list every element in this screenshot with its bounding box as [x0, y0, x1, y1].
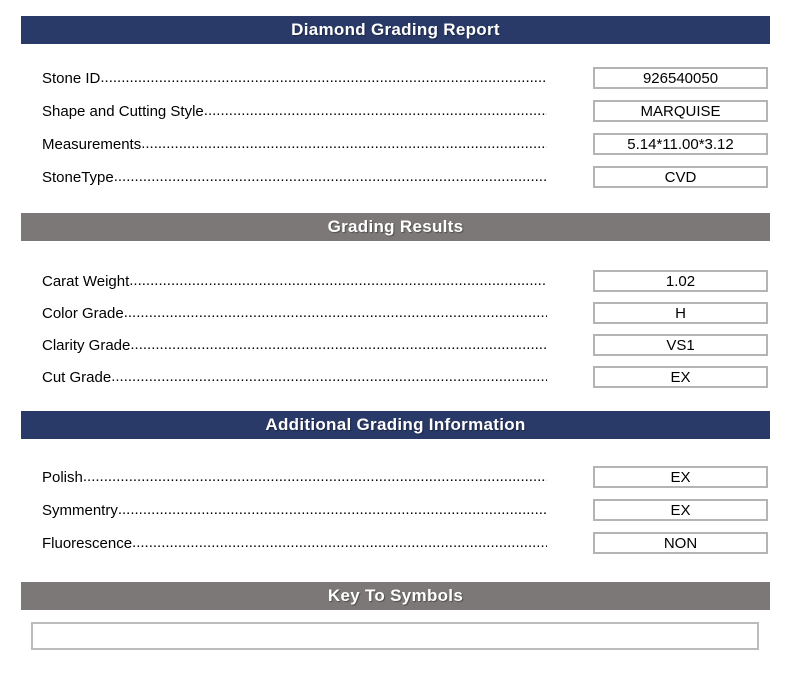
section-header-diamond-grading-report: Diamond Grading Report	[21, 16, 770, 44]
dot-leader	[114, 166, 547, 188]
stone-type-value[interactable]: CVD	[593, 166, 768, 188]
symmetry-label: Symmentry	[42, 501, 118, 519]
row-stone-id: Stone ID 926540050	[42, 67, 770, 89]
section-title-key-to-symbols: Key To Symbols	[327, 586, 464, 605]
section-header-grading-results: Grading Results	[21, 213, 770, 241]
shape-cutting-style-value[interactable]: MARQUISE	[593, 100, 768, 122]
section-header-key-to-symbols: Key To Symbols	[21, 582, 770, 610]
row-measurements: Measurements 5.14*11.00*3.12	[42, 133, 770, 155]
fluorescence-value[interactable]: NON	[593, 532, 768, 554]
symmetry-value[interactable]: EX	[593, 499, 768, 521]
stone-id-label: Stone ID	[42, 69, 101, 87]
clarity-grade-label: Clarity Grade	[42, 336, 131, 354]
dot-leader	[124, 302, 547, 324]
dot-leader	[118, 499, 547, 521]
row-clarity-grade: Clarity Grade VS1	[42, 334, 770, 356]
dot-leader	[100, 67, 547, 89]
color-grade-label: Color Grade	[42, 304, 124, 322]
diamond-grading-report-page: Diamond Grading Report Stone ID 92654005…	[0, 0, 789, 650]
cut-grade-label: Cut Grade	[42, 368, 112, 386]
row-shape-cutting-style: Shape and Cutting Style MARQUISE	[42, 100, 770, 122]
measurements-label: Measurements	[42, 135, 142, 153]
dot-leader	[129, 270, 547, 292]
measurements-value[interactable]: 5.14*11.00*3.12	[593, 133, 768, 155]
stone-type-label: StoneType	[42, 168, 114, 186]
dot-leader	[141, 133, 547, 155]
identification-section: Stone ID 926540050 Shape and Cutting Sty…	[21, 44, 770, 188]
row-cut-grade: Cut Grade EX	[42, 366, 770, 388]
section-title-additional-grading: Additional Grading Information	[265, 415, 526, 434]
row-symmetry: Symmentry EX	[42, 499, 770, 521]
cut-grade-value[interactable]: EX	[593, 366, 768, 388]
shape-cutting-style-label: Shape and Cutting Style	[42, 102, 204, 120]
stone-id-value[interactable]: 926540050	[593, 67, 768, 89]
dot-leader	[130, 334, 547, 356]
row-polish: Polish EX	[42, 466, 770, 488]
row-carat-weight: Carat Weight 1.02	[42, 270, 770, 292]
polish-label: Polish	[42, 468, 83, 486]
row-stone-type: StoneType CVD	[42, 166, 770, 188]
clarity-grade-value[interactable]: VS1	[593, 334, 768, 356]
polish-value[interactable]: EX	[593, 466, 768, 488]
section-title-diamond-grading-report: Diamond Grading Report	[291, 20, 500, 39]
carat-weight-label: Carat Weight	[42, 272, 130, 290]
additional-grading-section: Polish EX Symmentry EX Fluorescence NON	[21, 439, 770, 554]
row-fluorescence: Fluorescence NON	[42, 532, 770, 554]
dot-leader	[204, 100, 547, 122]
dot-leader	[83, 466, 547, 488]
fluorescence-label: Fluorescence	[42, 534, 133, 552]
color-grade-value[interactable]: H	[593, 302, 768, 324]
dot-leader	[132, 532, 547, 554]
section-header-additional-grading: Additional Grading Information	[21, 411, 770, 439]
carat-weight-value[interactable]: 1.02	[593, 270, 768, 292]
dot-leader	[111, 366, 547, 388]
row-color-grade: Color Grade H	[42, 302, 770, 324]
key-to-symbols-box[interactable]	[31, 622, 759, 650]
section-title-grading-results: Grading Results	[327, 217, 464, 236]
grading-results-section: Carat Weight 1.02 Color Grade H Clarity …	[21, 241, 770, 388]
